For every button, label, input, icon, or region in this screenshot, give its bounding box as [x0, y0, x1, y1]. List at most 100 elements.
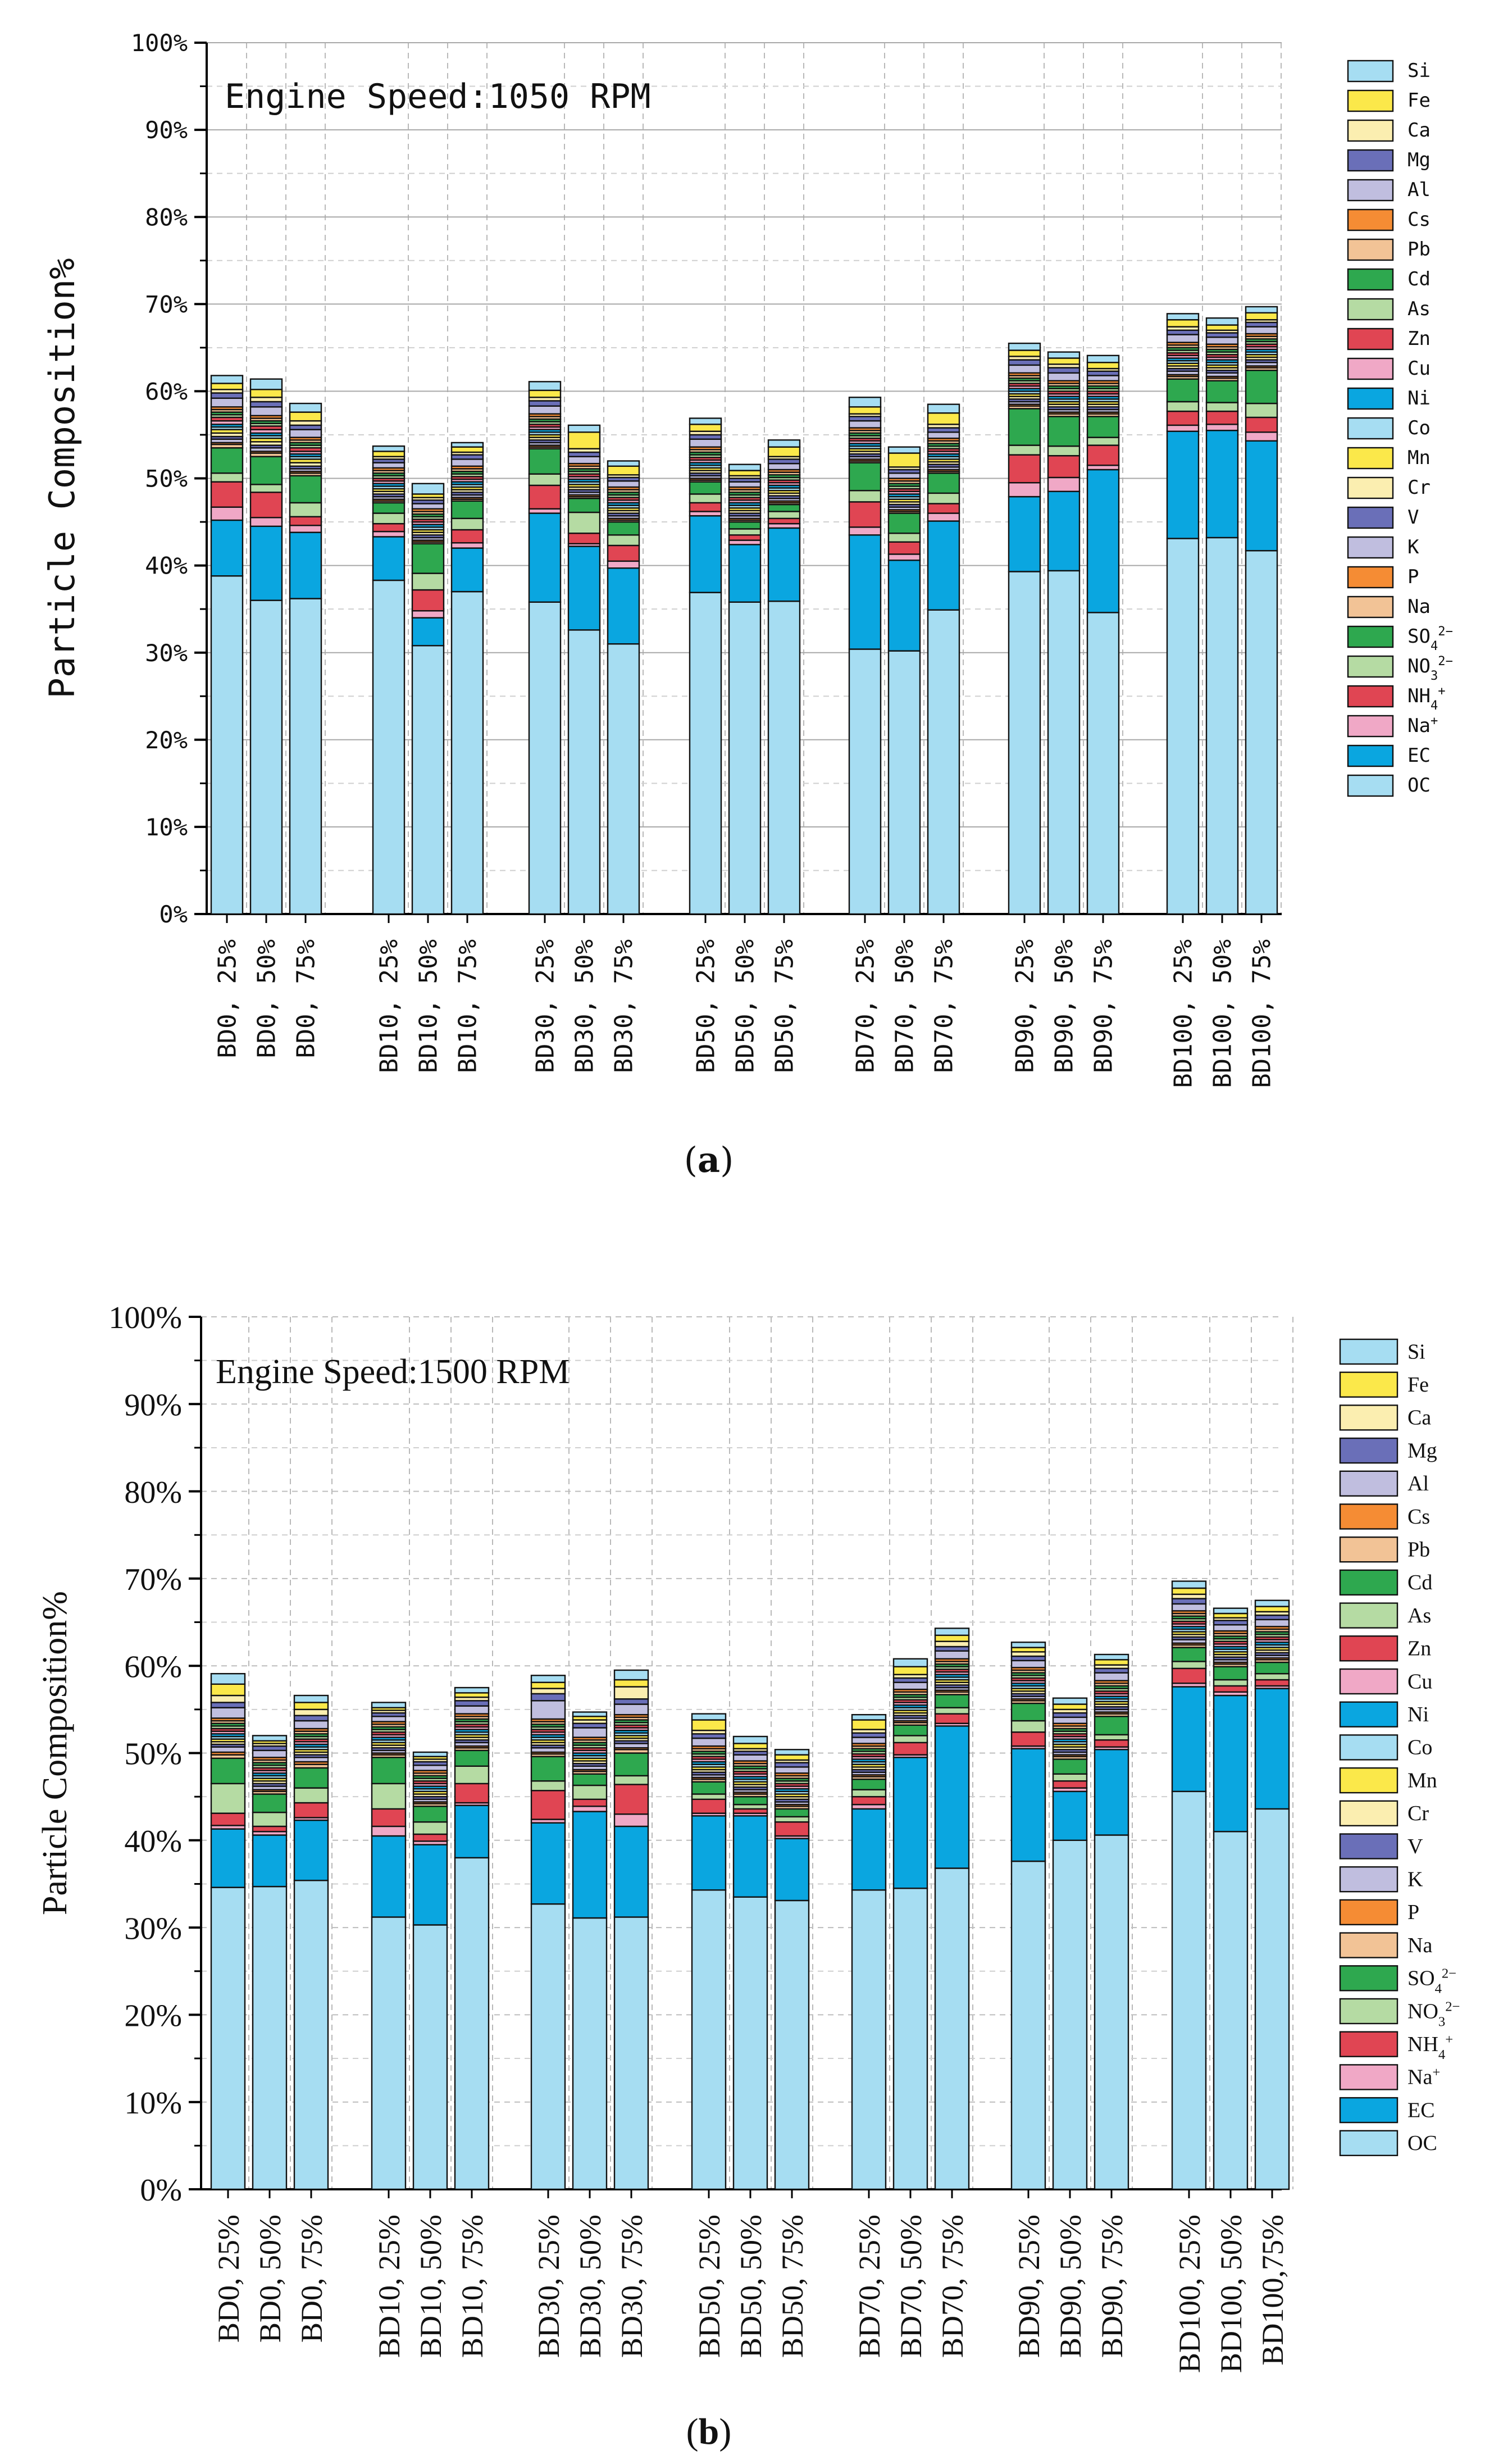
- bar-segment: [1052, 1790, 1088, 1842]
- bar-segment: [1245, 416, 1278, 433]
- bar-segment: [411, 503, 445, 510]
- bar-segment: [528, 448, 562, 475]
- x-category-label: BD70, 50%: [890, 939, 919, 1073]
- legend-swatch: [1347, 655, 1394, 678]
- legend-label: Si: [1407, 1340, 1425, 1363]
- bar-segment: [411, 483, 445, 495]
- bar-segment: [1245, 306, 1278, 314]
- bar-segment: [1010, 1720, 1046, 1733]
- bar-segment: [607, 480, 640, 488]
- bar-segment: [411, 572, 445, 591]
- bar-segment: [1205, 380, 1239, 403]
- bar-segment: [1166, 313, 1200, 321]
- bar-segment: [210, 1707, 246, 1719]
- legend-swatch: [1339, 1800, 1399, 1827]
- legend-label: OC: [1407, 774, 1431, 797]
- legend-swatch: [1347, 506, 1394, 529]
- bar-segment: [371, 1757, 407, 1785]
- bar-segment: [1008, 364, 1041, 374]
- bar-segment: [607, 460, 640, 467]
- legend-label: As: [1407, 1604, 1431, 1627]
- legend-label: Ca: [1407, 119, 1431, 142]
- chart-panel-b: 0% 10% 20% 30% 40% 50% 60% 70% 80% 90% 100% BD0, 25…: [36, 1301, 1460, 2452]
- bar-segment: [927, 609, 960, 915]
- bar-segment: [1094, 1749, 1129, 1836]
- legend-label: Al: [1407, 179, 1431, 201]
- legend-swatch: [1339, 1371, 1399, 1398]
- bar-segment: [767, 527, 801, 602]
- bar-segment: [851, 1719, 887, 1730]
- y-tick-label: 80%: [145, 203, 188, 231]
- bar-segment: [851, 1713, 887, 1721]
- bar-segment: [528, 405, 562, 415]
- legend-swatch: [1339, 1536, 1399, 1563]
- bar-segment: [289, 402, 322, 413]
- x-category-label: BD50, 50%: [731, 939, 759, 1073]
- legend-swatch: [1347, 328, 1394, 351]
- x-category-label: BD90, 25%: [1010, 939, 1039, 1073]
- bar-segment: [289, 502, 322, 517]
- bar-segment: [689, 493, 722, 504]
- legend-swatch: [1347, 685, 1394, 708]
- bar-segment: [613, 1825, 649, 1918]
- x-category-label: BD50, 75%: [776, 2215, 809, 2358]
- bar-segment: [371, 1808, 407, 1827]
- bar-segment: [892, 1735, 928, 1744]
- y-tick-label: 50%: [145, 465, 188, 493]
- legend-label: As: [1407, 298, 1431, 320]
- x-category-label: BD100,75%: [1256, 2215, 1290, 2366]
- legend-swatch: [1347, 89, 1394, 112]
- bar-segment: [1171, 1686, 1207, 1793]
- bar-segment: [607, 521, 640, 536]
- bar-segment: [371, 1825, 407, 1837]
- bar-segment: [689, 417, 722, 425]
- bar-segment: [934, 1627, 970, 1636]
- legend-swatch: [1339, 1899, 1399, 1926]
- y-tick-label: 40%: [124, 1824, 182, 1859]
- bar-segment: [1094, 1716, 1129, 1736]
- bar-segment: [1047, 372, 1081, 381]
- bar-segment: [887, 452, 921, 468]
- bar-segment: [927, 492, 960, 504]
- bar-segment: [293, 1715, 329, 1722]
- legend: Si Fe Ca Mg Al Cs Pb Cd As Zn Cu Ni Co Mn Cr VKP Na SO42−…: [1347, 60, 1453, 797]
- chart-panel-a: 0% 10% 20% 30% 40% 50% 60% 70% 80% 90% 100% BD0, 25…: [42, 29, 1453, 1180]
- bar-segment: [892, 1666, 928, 1675]
- bar-segment: [412, 1833, 448, 1842]
- bar-segment: [450, 458, 484, 467]
- bar-segment: [249, 599, 283, 915]
- bar-segment: [1094, 1672, 1129, 1681]
- bar-segment: [848, 648, 882, 915]
- bar-segment: [1171, 1598, 1207, 1605]
- bar-segment: [892, 1658, 928, 1667]
- bar-segment: [1086, 437, 1120, 446]
- bar-segment: [613, 1686, 649, 1700]
- bar-segment: [848, 462, 882, 492]
- bar-segment: [1010, 1860, 1046, 2190]
- bar-segment: [249, 406, 283, 417]
- bar-segment: [372, 579, 406, 915]
- bar-segment: [293, 1787, 329, 1804]
- legend-swatch: [1347, 595, 1394, 619]
- bar-segment: [412, 1844, 448, 1926]
- bar-segment: [210, 383, 244, 390]
- bar-segment: [774, 1816, 810, 1823]
- bar-segment: [372, 512, 406, 525]
- bar-segment: [289, 516, 322, 526]
- bar-segment: [774, 1754, 810, 1761]
- legend-swatch: [1347, 476, 1394, 499]
- chart-title: Engine Speed:1500 RPM: [216, 1353, 570, 1391]
- bar-segment: [1047, 351, 1081, 359]
- bar-segment: [892, 1888, 928, 2190]
- bar-segment: [1052, 1697, 1088, 1705]
- bar-segment: [249, 456, 283, 485]
- x-category-label: BD90, 75%: [1089, 939, 1118, 1073]
- bar-segment: [372, 451, 406, 457]
- bar-segment: [613, 1784, 649, 1815]
- bar-segment: [289, 411, 322, 422]
- bar-segment: [1254, 1606, 1290, 1613]
- bar-segment: [210, 375, 244, 384]
- bar-segment: [887, 512, 921, 534]
- bar-segment: [289, 598, 322, 915]
- bar-segment: [728, 528, 762, 536]
